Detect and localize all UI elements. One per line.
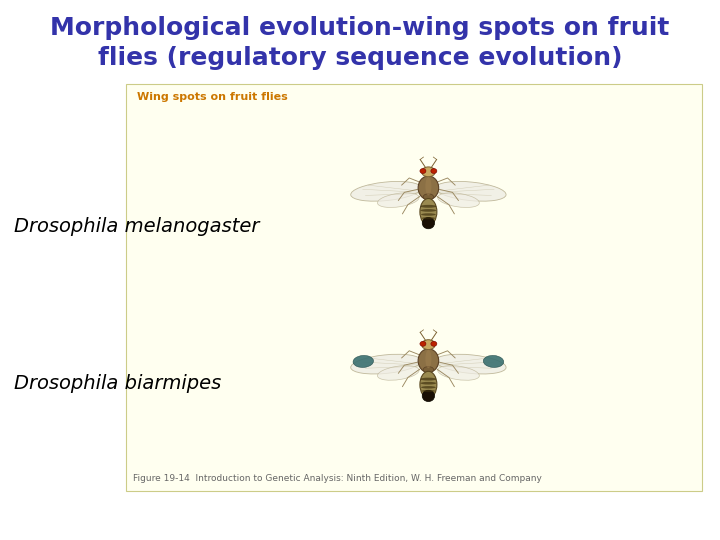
- Ellipse shape: [422, 218, 435, 229]
- Ellipse shape: [420, 209, 436, 212]
- Ellipse shape: [436, 181, 506, 201]
- Ellipse shape: [420, 168, 426, 173]
- Ellipse shape: [438, 366, 480, 380]
- Text: Morphological evolution-wing spots on fruit
flies (regulatory sequence evolution: Morphological evolution-wing spots on fr…: [50, 16, 670, 70]
- Ellipse shape: [483, 355, 504, 367]
- Ellipse shape: [436, 354, 506, 374]
- Ellipse shape: [351, 181, 421, 201]
- Text: Wing spots on fruit flies: Wing spots on fruit flies: [137, 92, 287, 102]
- Ellipse shape: [422, 390, 435, 402]
- Ellipse shape: [420, 377, 436, 381]
- Ellipse shape: [420, 341, 426, 346]
- Ellipse shape: [420, 205, 436, 208]
- Ellipse shape: [377, 366, 419, 380]
- Ellipse shape: [418, 176, 438, 200]
- Ellipse shape: [420, 372, 437, 398]
- Ellipse shape: [431, 168, 437, 173]
- Text: Drosophila biarmipes: Drosophila biarmipes: [14, 374, 222, 393]
- Ellipse shape: [418, 349, 438, 373]
- Ellipse shape: [426, 350, 431, 368]
- Ellipse shape: [438, 193, 480, 207]
- Ellipse shape: [353, 355, 374, 367]
- Ellipse shape: [422, 217, 435, 219]
- Ellipse shape: [420, 199, 437, 225]
- Ellipse shape: [426, 177, 431, 195]
- FancyBboxPatch shape: [126, 84, 702, 491]
- Ellipse shape: [423, 194, 433, 200]
- Ellipse shape: [351, 354, 421, 374]
- Ellipse shape: [420, 382, 436, 384]
- Ellipse shape: [421, 386, 436, 389]
- Ellipse shape: [421, 213, 436, 216]
- Ellipse shape: [422, 340, 435, 349]
- Text: Drosophila melanogaster: Drosophila melanogaster: [14, 217, 260, 237]
- Ellipse shape: [422, 390, 435, 392]
- Ellipse shape: [431, 341, 437, 346]
- Ellipse shape: [377, 193, 419, 207]
- Ellipse shape: [422, 167, 435, 177]
- Ellipse shape: [423, 367, 433, 373]
- Text: Figure 19-14  Introduction to Genetic Analysis: Ninth Edition, W. H. Freeman and: Figure 19-14 Introduction to Genetic Ana…: [133, 474, 542, 483]
